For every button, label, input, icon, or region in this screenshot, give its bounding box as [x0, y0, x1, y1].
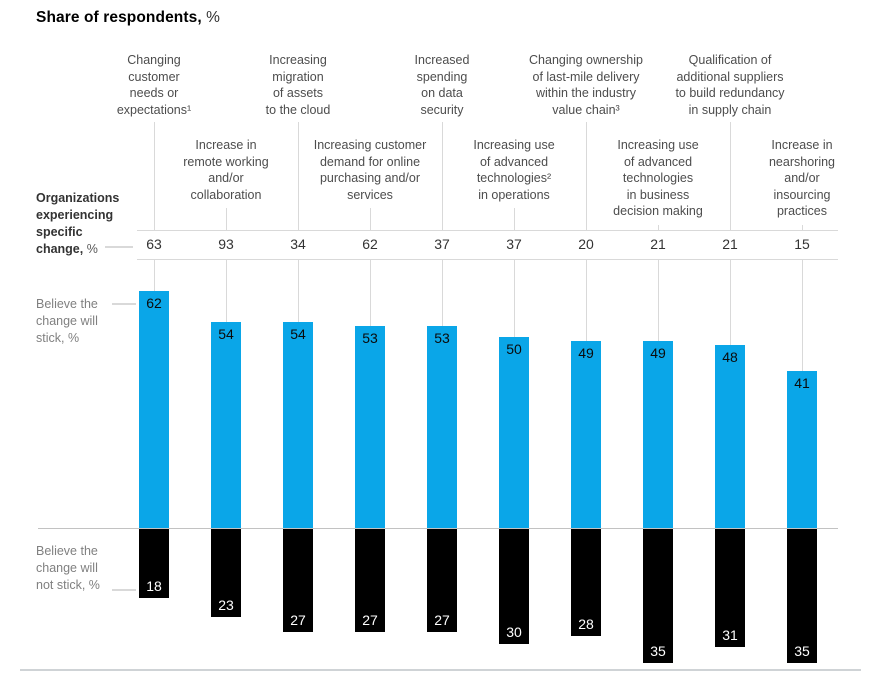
leader-line: [298, 122, 299, 230]
leader-line: [370, 259, 371, 326]
numbers-row-bottom-rule: [137, 259, 838, 260]
leader-line: [658, 259, 659, 341]
category-label: Increasing use of advanced technologies²…: [473, 138, 555, 202]
category-label: Increasing use of advanced technologies …: [613, 138, 703, 218]
stick-bar: 53: [355, 326, 385, 528]
leader-line: [586, 259, 587, 341]
not-stick-bar: 35: [643, 529, 673, 663]
chart-title: Share of respondents, %: [36, 9, 220, 27]
not-stick-bar: 27: [283, 529, 313, 632]
org-change-value: 62: [362, 236, 378, 252]
leader-line: [226, 208, 227, 230]
not-stick-bar: 28: [571, 529, 601, 636]
stick-bar-value: 53: [434, 330, 450, 346]
category-label: Changing customer needs or expectations¹: [116, 53, 192, 117]
leader-line: [514, 208, 515, 230]
not-stick-bar-value: 35: [650, 643, 666, 659]
stick-bar: 53: [427, 326, 457, 528]
numbers-row-top-rule: [137, 230, 838, 231]
org-change-value: 37: [506, 236, 522, 252]
stick-bar-value: 49: [650, 345, 666, 361]
stick-bar: 48: [715, 345, 745, 528]
stick-bar: 54: [211, 322, 241, 528]
stick-bar-value: 50: [506, 341, 522, 357]
org-change-value: 20: [578, 236, 594, 252]
category-label: Increasing migration of assets to the cl…: [265, 53, 331, 117]
connector-line-stick: [112, 303, 136, 305]
leader-line: [370, 208, 371, 230]
leader-line: [802, 224, 803, 230]
connector-line-organizations: [105, 246, 133, 248]
org-change-value: 21: [650, 236, 666, 252]
not-stick-bar: 27: [427, 529, 457, 632]
not-stick-bar-value: 27: [290, 612, 306, 628]
legend-organizations-change: Organizations experiencing specific chan…: [36, 190, 141, 258]
not-stick-bar-value: 28: [578, 616, 594, 632]
leader-line: [442, 122, 443, 230]
stick-bar-value: 62: [146, 295, 162, 311]
org-change-value: 37: [434, 236, 450, 252]
leader-line: [586, 122, 587, 230]
org-change-value: 21: [722, 236, 738, 252]
not-stick-bar: 35: [787, 529, 817, 663]
category-label: Increase in remote working and/or collab…: [183, 138, 269, 202]
chart-title-unit: %: [201, 9, 221, 26]
bottom-divider: [20, 669, 861, 671]
category-label: Changing ownership of last-mile delivery…: [529, 53, 643, 117]
leader-line: [154, 259, 155, 291]
chart-title-main: Share of respondents,: [36, 9, 202, 26]
leader-line: [658, 224, 659, 230]
not-stick-bar-value: 31: [722, 627, 738, 643]
stick-bar-value: 53: [362, 330, 378, 346]
stick-bar: 49: [643, 341, 673, 528]
not-stick-bar-value: 35: [794, 643, 810, 659]
category-label: Increasing customer demand for online pu…: [313, 138, 427, 202]
leader-line: [154, 122, 155, 230]
leader-line: [226, 259, 227, 322]
category-label: Qualification of additional suppliers to…: [675, 53, 785, 117]
not-stick-bar: 27: [355, 529, 385, 632]
org-change-value: 63: [146, 236, 162, 252]
stick-bar: 49: [571, 341, 601, 528]
stick-bar-value: 54: [290, 326, 306, 342]
not-stick-bar: 30: [499, 529, 529, 644]
leader-line: [514, 259, 515, 337]
leader-line: [802, 259, 803, 371]
category-label: Increased spending on data security: [414, 53, 470, 117]
stick-bar: 54: [283, 322, 313, 528]
not-stick-bar-value: 30: [506, 624, 522, 640]
stick-bar-value: 48: [722, 349, 738, 365]
leader-line: [730, 122, 731, 230]
leader-line: [442, 259, 443, 326]
org-change-value: 34: [290, 236, 306, 252]
legend-not-stick: Believe the change will not stick, %: [36, 544, 100, 592]
not-stick-bar-value: 27: [434, 612, 450, 628]
stick-bar: 50: [499, 337, 529, 528]
not-stick-bar-value: 23: [218, 597, 234, 613]
legend-stick: Believe the change will stick, %: [36, 297, 98, 345]
stick-bar-value: 41: [794, 375, 810, 391]
stick-bar-value: 54: [218, 326, 234, 342]
leader-line: [298, 259, 299, 322]
stick-bar: 62: [139, 291, 169, 528]
not-stick-bar: 31: [715, 529, 745, 647]
not-stick-bar: 18: [139, 529, 169, 598]
not-stick-bar-value: 18: [146, 578, 162, 594]
category-label: Increase in nearshoring and/or insourcin…: [768, 138, 835, 218]
leader-line: [730, 259, 731, 345]
not-stick-bar-value: 27: [362, 612, 378, 628]
connector-line-not-stick: [112, 589, 136, 591]
legend-organizations-change-text: Organizations experiencing specific chan…: [36, 191, 120, 256]
org-change-value: 93: [218, 236, 234, 252]
stick-bar-value: 49: [578, 345, 594, 361]
not-stick-bar: 23: [211, 529, 241, 617]
stick-bar: 41: [787, 371, 817, 528]
org-change-value: 15: [794, 236, 810, 252]
zero-baseline: [38, 528, 838, 529]
legend-organizations-change-unit: %: [83, 242, 98, 256]
